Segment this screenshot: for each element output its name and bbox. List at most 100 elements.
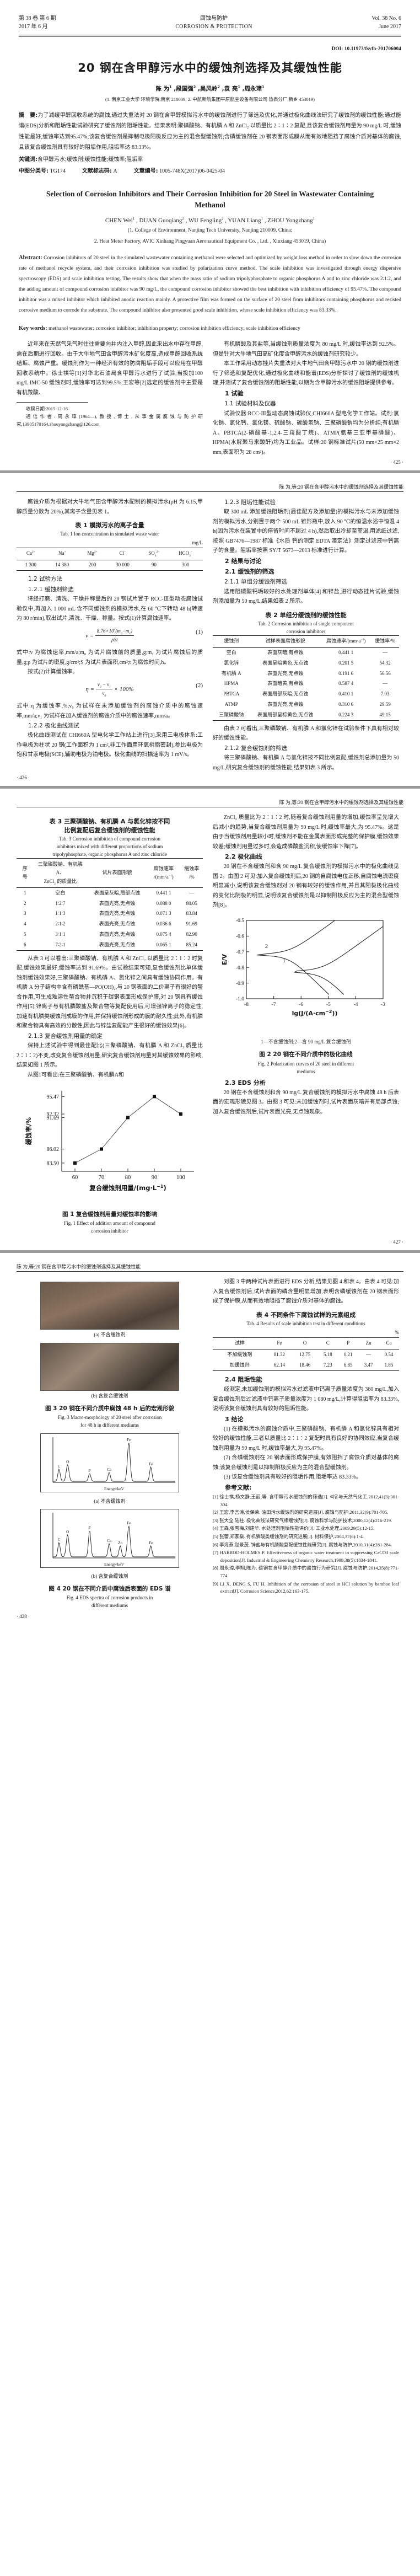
body-columns-p425: 近年来在天然气采气时往往需要向井内注入甲醇,因此采出水中存在甲醇,需在后期进行回… <box>0 334 420 457</box>
table2-header-row: 缓蚀剂 试样表面腐蚀形貌 腐蚀速率/(mm·a−1) 缓蚀率/% <box>213 635 399 648</box>
table-row: 4 2∶1∶2 表面光亮,无点蚀 0.036 6 91.69 <box>17 919 203 930</box>
th-ca: Ca2+ <box>17 547 45 560</box>
figure3-sub-b: (b) 含复合缓蚀剂 <box>91 1393 128 1399</box>
footnote-author-value: 周永璋(1964—),教授,博士,从事金属腐蚀与防护研究,13905170164… <box>17 414 203 427</box>
table3: 序号 三聚磷酸钠、有机膦A、 ZnCl2 的质量比 试片表面形貌 腐蚀速率/(mm… <box>17 858 203 951</box>
svg-text:-8: -8 <box>244 1002 249 1008</box>
td-so4: 90 <box>139 560 169 571</box>
table3-caption-en-1: Tab. 3 Corrosion inhibition of compound … <box>58 836 161 842</box>
svg-text:91.69: 91.69 <box>47 1115 60 1121</box>
figure3-block: (a) 不含缓蚀剂 (b) 含复合缓蚀剂 图 3 20 钢在不同介质中腐蚀 48… <box>17 1282 203 1429</box>
heading-sec2-4: 2.4 阻垢性能 <box>225 1375 262 1383</box>
table-cell: 氯化锌 <box>224 660 239 666</box>
table-cell: 2 <box>23 900 26 906</box>
abstract-text-en: Corrosion inhibitors of 20 steel in the … <box>19 255 401 314</box>
heading-sec1-1: 1.1 试验材料及仪器 <box>224 400 276 408</box>
page-title: 20 钢在含甲醇污水中的缓蚀剂选择及其缓蚀性能 <box>78 61 342 74</box>
svg-text:C: C <box>58 1538 61 1542</box>
figure3-sub-a: (a) 不含缓蚀剂 <box>94 1332 126 1338</box>
table-row: 氯化锌 表面呈暗黄色,无点蚀 0.201 5 54.32 <box>213 658 399 668</box>
table-cell: 0.191 6 <box>338 670 354 676</box>
table-cell: 表面光亮,无点蚀 <box>99 921 136 927</box>
table-cell: 0.441 1 <box>338 650 354 656</box>
journal-volume-en: Vol. 38 No. 6 June 2017 <box>372 14 401 31</box>
td-na: 14 380 <box>45 560 79 571</box>
column-left-p425: 近年来在天然气采气时往往需要向井内注入甲醇,因此采出水中存在甲醇,需在后期进行回… <box>17 340 203 457</box>
running-head-428: 陈 为,等:20 钢在含甲醇污水中的缓蚀剂选择及其缓蚀性能 <box>17 1264 141 1270</box>
heading-references: 参考文献: <box>225 1484 252 1491</box>
keywords-label-en: Key words: <box>19 325 47 332</box>
page-footer-425: · 425 · <box>0 457 420 465</box>
heading-sec1-2-2: 1.2.2 极化曲线测试 <box>28 722 80 730</box>
heading-sec3: 3 结论 <box>225 1415 244 1423</box>
doi-text: DOI: 10.11973/fsyfh-201706004 <box>331 45 401 51</box>
table-cell: 83.84 <box>186 911 197 917</box>
table-cell: 表面局部灰暗,无点蚀 <box>262 691 309 697</box>
keywords-text-cn: 含甲醇污水;缓蚀剂;缓蚀性能;缓蚀率;阻垢率 <box>37 156 143 163</box>
keywords-cn: 关键词:含甲醇污水;缓蚀剂;缓蚀性能;缓蚀率;阻垢率 <box>19 154 401 165</box>
table-cell: — <box>366 1351 371 1357</box>
table-cell: 三聚磷酸钠 <box>213 710 250 721</box>
table-cell: 7.23 <box>317 1360 338 1371</box>
abstract-label-cn: 摘 要: <box>19 112 38 119</box>
table4: 试样 Fe O C P Zn Ca 不加缓蚀剂 81.32 12.75 5.18 0.21 — 0.54… <box>213 1337 399 1371</box>
table-row: 加缓蚀剂 62.14 18.46 7.23 6.85 3.47 1.85 <box>213 1360 399 1371</box>
heading-sec1-2: 1.2 试验方法 <box>28 576 63 583</box>
table-cell: 0.036 6 <box>156 921 171 927</box>
table1-header-row: Ca2+ Na+ Mg2+ Cl− SO42− HCO3− <box>17 547 203 560</box>
svg-text:E/V: E/V <box>221 954 228 965</box>
svg-text:95.47: 95.47 <box>47 1094 60 1100</box>
figure4-caption-en-1: Fig. 4 EDS spectra of corrosion products… <box>66 1595 153 1601</box>
polarization-curve-chart: -8 -7 -6 -5 -4 -3 -1.0 -0.9 -0.8 -0.7 -0.6 -0.5 1 2 E/… <box>221 918 385 1017</box>
running-head-426: 陈 为,等:20 钢在含甲醇污水中的缓蚀剂选择及其缓蚀性能 <box>279 484 403 490</box>
sec2-4-text: 经测定,未加缓蚀剂的模拟污水过滤液中钙离子质量浓度为 360 mg/L,加入复合… <box>213 1386 399 1412</box>
svg-text:Energy/keV: Energy/keV <box>104 1486 125 1491</box>
table4-block: 表 4 不同条件下腐蚀试样的元素组成 Tab. 4 Results of sca… <box>213 1311 399 1371</box>
page-separator-band-1 <box>0 470 420 474</box>
figure2-legend: 1—不含缓蚀剂;2—含 90 mg/L 复合缓蚀剂 <box>213 1038 399 1047</box>
abstract-en: Abstract: Corrosion inhibitors of 20 ste… <box>19 252 401 316</box>
table-cell: 1∶2∶7 <box>55 900 66 906</box>
doc-value: A <box>113 168 117 174</box>
heading-sec2-1-2: 2.1.2 复合缓蚀剂的筛选 <box>224 745 288 752</box>
th-surface: 试片表面形貌 <box>87 858 147 888</box>
svg-text:-1.0: -1.0 <box>236 997 244 1002</box>
figure4-sub-a: (a) 不含缓蚀剂 <box>94 1498 126 1504</box>
volume-cn: 第 38 卷 第 6 期 <box>19 15 56 22</box>
figure3-caption-cn: 图 3 20 钢在不同介质中腐蚀 48 h 后的宏观形貌 <box>45 1405 174 1412</box>
table-cell: 空白 <box>55 890 66 896</box>
classification-row: 中图分类号: TG174 文献标志码: A 文章编号: 1005-748X(20… <box>19 166 401 176</box>
table-cell: 12.75 <box>299 1351 311 1357</box>
table-cell: 54.32 <box>379 660 391 666</box>
table4-header-cell: O <box>292 1337 318 1350</box>
figure2-legend-2: 2—含 90 mg/L 复合缓蚀剂 <box>294 1039 351 1045</box>
table-cell: 29.59 <box>379 701 391 707</box>
table-cell: 3 <box>23 911 26 917</box>
svg-text:92.32: 92.32 <box>47 1112 60 1118</box>
keywords-text-en: methanol wastewater; corrosion inhibitor… <box>49 326 300 332</box>
heading-sec2-1: 2.1 缓蚀剂的筛选 <box>225 568 274 576</box>
table3-block: 表 3 三聚磷酸钠、有机膦 A 与氯化锌按不同 比例复配后复合缓蚀剂的缓蚀性能 … <box>17 817 203 951</box>
heading-sec2-2: 2.2 极化曲线 <box>225 853 262 861</box>
table-cell: 80.05 <box>186 900 197 906</box>
svg-text:Fe: Fe <box>149 1462 153 1466</box>
table-cell: 0.410 1 <box>338 691 354 697</box>
table4-caption-en: Tab. 4 Results of scale inhibition test … <box>246 1320 365 1326</box>
running-head-rule-428 <box>17 1271 403 1272</box>
authors-en: CHEN Wei1 , DUAN Guoqiang2 , WU Fengling… <box>105 217 315 224</box>
abstract-cn: 摘 要:为了减缓甲醇回收系统的腐蚀,通过失重法对 20 钢在含甲醇模拟污水中的缓… <box>19 110 401 153</box>
running-head-rule-426 <box>17 491 403 492</box>
th-mg: Mg2+ <box>79 547 106 560</box>
reference-item: [3] 张大全,陆柱. 极化曲线法研究气相缓蚀剂[J]. 腐蚀科学与防护技术,2… <box>213 1517 392 1523</box>
figure4-sub-b: (b) 含复合缓蚀剂 <box>91 1573 128 1579</box>
table-cell: 6.85 <box>338 1360 359 1371</box>
heading-sec2-1-3: 2.1.3 复合缓蚀剂用量的确定 <box>28 1032 103 1040</box>
figure2-block: -8 -7 -6 -5 -4 -3 -1.0 -0.9 -0.8 -0.7 -0.6 -0.5 1 2 E/… <box>213 915 399 1075</box>
svg-text:Fe: Fe <box>127 1521 131 1525</box>
th-efficiency: 缓蚀率/% <box>371 635 399 648</box>
table-cell: 4 <box>23 921 26 927</box>
table-cell: — <box>383 681 388 687</box>
table-cell: 62.14 <box>266 1360 293 1371</box>
table4-header-cell: P <box>338 1337 359 1350</box>
